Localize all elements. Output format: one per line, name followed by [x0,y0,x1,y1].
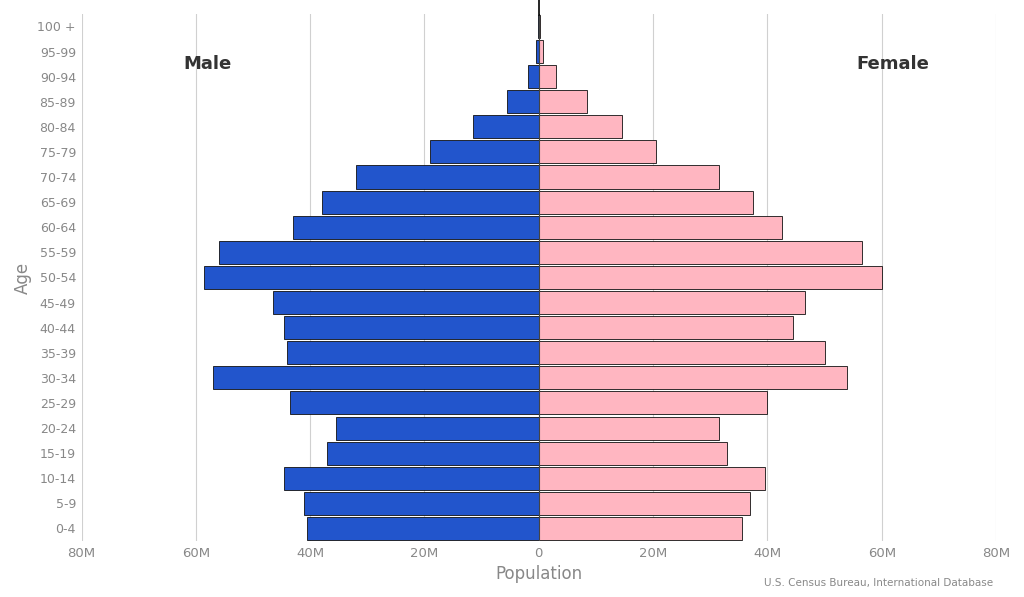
Bar [288,341,539,364]
Bar [307,517,539,540]
Bar [539,140,656,164]
Bar [539,467,765,490]
Bar [285,467,539,490]
Bar [473,115,539,139]
Bar [304,492,539,515]
Bar [539,517,741,540]
Bar [356,165,539,189]
Bar [430,140,539,164]
Bar [293,216,539,239]
Bar [290,392,539,414]
Bar [507,90,539,113]
Bar [205,266,539,289]
Bar [336,417,539,439]
Bar [539,367,848,389]
Bar [539,266,882,289]
Bar [539,216,781,239]
Text: Male: Male [183,55,231,73]
Bar [285,316,539,339]
Bar [539,241,862,264]
X-axis label: Population: Population [496,565,583,583]
Bar [539,65,556,88]
Bar [539,442,727,464]
Text: U.S. Census Bureau, International Database: U.S. Census Bureau, International Databa… [764,578,993,588]
Bar [539,417,719,439]
Bar [539,316,794,339]
Bar [539,492,751,515]
Bar [537,40,539,63]
Bar [213,367,539,389]
Bar [539,40,544,63]
Bar [322,190,539,214]
Bar [539,165,719,189]
Bar [539,291,805,314]
Bar [539,341,824,364]
Y-axis label: Age: Age [14,261,32,294]
Bar [528,65,539,88]
Bar [328,442,539,464]
Bar [219,241,539,264]
Bar [539,115,622,139]
Bar [539,392,767,414]
Bar [539,190,753,214]
Bar [539,90,588,113]
Text: Female: Female [857,55,930,73]
Bar [273,291,539,314]
